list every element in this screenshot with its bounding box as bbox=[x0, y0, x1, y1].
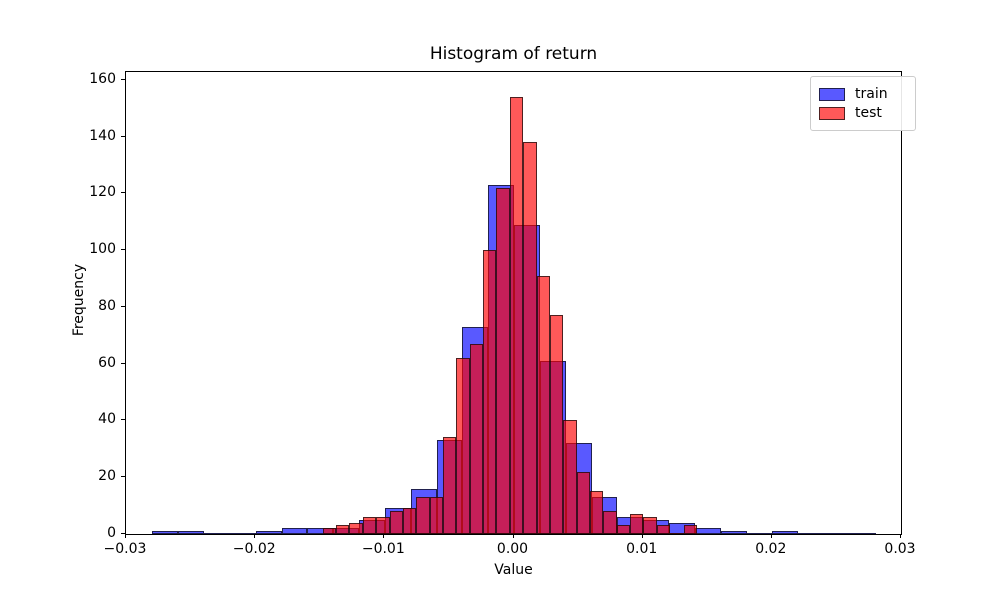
histogram-bar-test bbox=[416, 497, 430, 534]
legend-entry-train: train bbox=[819, 86, 907, 102]
histogram-bar-test bbox=[456, 357, 470, 534]
test-swatch-icon bbox=[819, 106, 845, 120]
y-tick-label: 100 bbox=[89, 241, 116, 257]
histogram-bar-test bbox=[549, 315, 564, 534]
histogram-bar-train bbox=[798, 533, 825, 534]
x-tick bbox=[512, 534, 514, 538]
histogram-bar-train bbox=[204, 533, 230, 534]
x-tick bbox=[254, 534, 256, 538]
histogram-bar-train bbox=[281, 528, 308, 534]
histogram-bar-train bbox=[772, 531, 799, 534]
y-tick bbox=[121, 305, 125, 307]
x-tick-label: −0.03 bbox=[103, 541, 147, 557]
legend: train test bbox=[810, 76, 916, 131]
x-tick bbox=[900, 534, 901, 538]
histogram-bar-test bbox=[683, 525, 697, 534]
x-tick bbox=[641, 534, 643, 538]
histogram-bar-test bbox=[496, 187, 510, 534]
y-tick-label: 120 bbox=[89, 184, 116, 201]
x-tick bbox=[770, 534, 772, 538]
histogram-bar-test bbox=[670, 533, 684, 534]
y-tick-label: 60 bbox=[98, 354, 116, 371]
histogram-bar-train bbox=[255, 531, 282, 534]
y-tick bbox=[121, 476, 125, 478]
x-tick-label: 0.00 bbox=[496, 541, 529, 557]
y-tick-label: 20 bbox=[98, 468, 116, 485]
legend-entry-test: test bbox=[819, 105, 907, 121]
histogram-bar-test bbox=[336, 525, 350, 534]
histogram-bar-test bbox=[429, 497, 443, 534]
plot-area bbox=[125, 71, 902, 535]
histogram-bar-train bbox=[849, 533, 876, 534]
histogram-bar-train bbox=[720, 531, 747, 534]
y-tick bbox=[121, 78, 125, 80]
legend-label-test: test bbox=[855, 105, 882, 121]
x-tick bbox=[125, 534, 126, 538]
x-tick bbox=[383, 534, 385, 538]
legend-label-train: train bbox=[855, 86, 888, 102]
histogram-bar-train bbox=[824, 533, 850, 534]
y-tick-label: 80 bbox=[98, 297, 116, 314]
x-tick-label: 0.03 bbox=[884, 541, 916, 557]
y-tick bbox=[121, 249, 125, 250]
x-tick-label: −0.02 bbox=[232, 541, 276, 557]
histogram-bar-test bbox=[362, 516, 377, 534]
histogram-bar-test bbox=[376, 516, 390, 534]
histogram-bar-test bbox=[509, 96, 524, 534]
histogram-bar-test bbox=[616, 525, 631, 534]
histogram-bar-test bbox=[643, 516, 657, 534]
y-tick bbox=[121, 135, 125, 137]
histogram-bar-test bbox=[603, 511, 617, 534]
histogram-bar-test bbox=[322, 528, 337, 534]
chart-title: Histogram of return bbox=[429, 44, 598, 64]
y-tick bbox=[121, 362, 125, 364]
y-tick-label: 160 bbox=[89, 70, 116, 87]
x-tick-label: −0.01 bbox=[361, 541, 405, 557]
y-tick bbox=[121, 419, 125, 421]
histogram-bar-test bbox=[563, 420, 577, 534]
x-tick-label: 0.02 bbox=[755, 541, 787, 557]
histogram-bar-test bbox=[656, 525, 671, 534]
histogram-bar-test bbox=[576, 471, 590, 534]
histogram-bar-train bbox=[152, 531, 179, 534]
histogram-bar-test bbox=[389, 511, 403, 534]
y-tick-label: 40 bbox=[98, 411, 116, 428]
histogram-bar-test bbox=[349, 522, 363, 534]
y-tick-label: 140 bbox=[89, 127, 116, 144]
histogram-bar-test bbox=[630, 514, 644, 534]
histogram-bar-train bbox=[229, 533, 256, 534]
histogram-bar-train bbox=[746, 533, 773, 534]
histogram-bar-train bbox=[178, 531, 205, 534]
x-tick-label: 0.01 bbox=[626, 541, 658, 557]
histogram-bar-test bbox=[589, 491, 604, 534]
histogram-bar-test bbox=[536, 275, 550, 534]
train-swatch-icon bbox=[819, 87, 845, 101]
x-axis-label: Value bbox=[494, 562, 533, 578]
y-tick bbox=[121, 533, 125, 534]
histogram-bar-test bbox=[523, 142, 537, 534]
histogram-bar-test bbox=[469, 343, 484, 534]
y-tick bbox=[121, 192, 125, 194]
y-tick-label: 0 bbox=[107, 525, 116, 541]
histogram-bar-train bbox=[694, 528, 721, 534]
histogram-bar-test bbox=[442, 437, 457, 534]
histogram-bar-test bbox=[483, 250, 497, 534]
histogram-bar-test bbox=[402, 508, 417, 534]
